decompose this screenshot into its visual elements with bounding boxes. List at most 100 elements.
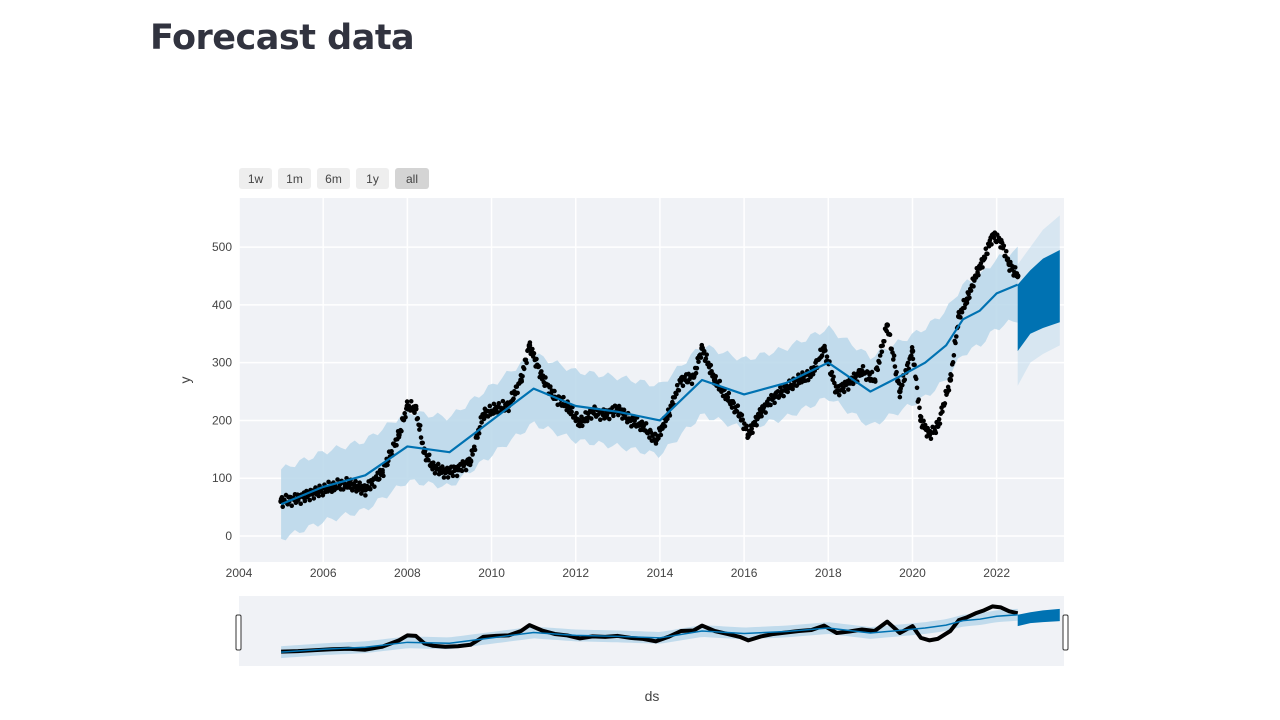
observed-point-9: [412, 406, 419, 412]
observed-point: [890, 357, 896, 362]
y-tick-label-100: 100: [212, 471, 232, 485]
page-title: Forecast data: [150, 18, 415, 58]
observed-point: [1001, 243, 1007, 249]
observed-point: [881, 338, 887, 344]
range-button-6m[interactable]: 6m: [317, 168, 350, 189]
observed-point: [363, 493, 368, 498]
future-forecast-band: [1017, 250, 1060, 352]
observed-point: [950, 360, 956, 365]
observed-point-60: [998, 238, 1004, 245]
observed-point: [377, 476, 382, 482]
range-button-1y[interactable]: 1y: [356, 168, 389, 189]
observed-point: [805, 377, 811, 383]
observed-point: [829, 369, 835, 375]
range-slider-left-handle[interactable]: [235, 614, 242, 651]
observed-point: [819, 353, 825, 358]
observed-point: [491, 401, 497, 407]
observed-point: [403, 414, 408, 420]
observed-point-49: [897, 388, 903, 395]
observed-point: [735, 403, 741, 408]
observed-point-51: [918, 417, 924, 424]
observed-point: [402, 411, 407, 416]
observed-point-35: [724, 394, 731, 401]
observed-point: [536, 364, 542, 369]
observed-point: [584, 418, 590, 424]
observed-point: [892, 364, 898, 369]
observed-point-57: [972, 273, 979, 279]
observed-point: [496, 401, 502, 406]
observed-point: [539, 369, 544, 374]
observed-point: [968, 288, 974, 293]
observed-point-53: [934, 423, 941, 430]
observed-point-48: [884, 322, 891, 328]
observed-point: [320, 492, 326, 498]
observed-point: [951, 353, 957, 358]
observed-point: [676, 388, 682, 393]
observed-point: [1003, 248, 1009, 254]
observed-point: [674, 391, 679, 397]
observed-point: [980, 265, 985, 270]
observed-point: [894, 369, 899, 375]
observed-point-39: [770, 394, 777, 401]
observed-point: [408, 398, 414, 404]
observed-point: [693, 370, 699, 376]
observed-point: [534, 356, 539, 362]
observed-point: [632, 418, 637, 423]
observed-point-43: [821, 345, 827, 352]
observed-point: [415, 416, 421, 421]
observed-point: [914, 385, 920, 391]
observed-point: [880, 343, 885, 348]
observed-point: [595, 412, 601, 418]
x-tick-label-2016: 2016: [731, 566, 758, 580]
observed-point-13: [455, 466, 461, 473]
observed-point-11: [429, 463, 436, 470]
range-slider-right-handle[interactable]: [1062, 614, 1069, 651]
observed-point-50: [909, 348, 916, 354]
observed-point: [940, 409, 945, 415]
observed-point: [280, 504, 286, 510]
observed-point: [698, 355, 704, 360]
x-tick-label-2006: 2006: [310, 566, 337, 580]
observed-point: [775, 389, 781, 394]
observed-point: [875, 367, 881, 373]
observed-point-28: [640, 423, 646, 430]
observed-point: [658, 432, 664, 438]
observed-point: [418, 435, 424, 440]
observed-point-31: [678, 377, 684, 383]
observed-point-61: [1006, 261, 1013, 268]
observed-point-62: [1014, 273, 1021, 279]
observed-point: [836, 392, 842, 398]
observed-point: [768, 402, 773, 408]
observed-point: [726, 390, 732, 396]
observed-point: [487, 403, 493, 409]
observed-point-27: [627, 417, 634, 424]
range-slider-preview: [281, 604, 1060, 659]
observed-point: [479, 420, 484, 425]
observed-point: [942, 401, 948, 406]
range-button-1m[interactable]: 1m: [278, 168, 311, 189]
slider-observed-trace: [281, 604, 1019, 654]
observed-point-10: [421, 449, 428, 456]
observed-point: [696, 359, 701, 365]
range-button-all[interactable]: all: [395, 168, 429, 189]
observed-point-5: [362, 486, 369, 493]
y-tick-label-500: 500: [212, 240, 232, 254]
observed-point: [561, 394, 566, 400]
observed-point: [971, 284, 976, 289]
observed-point: [946, 387, 952, 393]
observed-point: [744, 423, 750, 429]
observed-point: [298, 501, 304, 507]
observed-point: [754, 422, 759, 428]
observed-point: [515, 390, 520, 396]
observed-point: [708, 362, 714, 368]
observed-point-24: [589, 408, 596, 415]
range-button-1w[interactable]: 1w: [239, 168, 272, 189]
x-tick-label-2014: 2014: [647, 566, 674, 580]
observed-point: [750, 430, 755, 436]
observed-point: [879, 349, 885, 355]
observed-point-29: [652, 437, 659, 444]
observed-point: [674, 382, 680, 388]
observed-point: [588, 416, 594, 421]
observed-point: [917, 405, 922, 411]
observed-point: [1005, 256, 1011, 262]
